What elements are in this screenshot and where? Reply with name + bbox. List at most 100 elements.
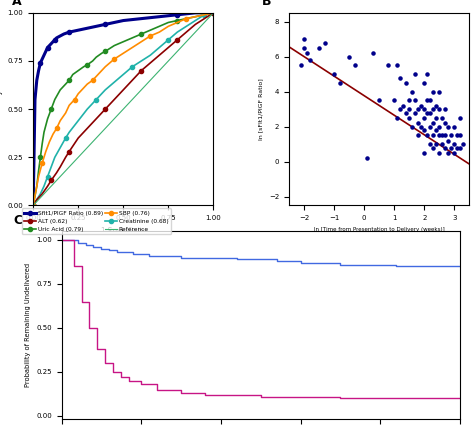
sFlt1/PlGF<85 — [234, 257, 240, 262]
sFlt1/PlGF<85 — [457, 264, 463, 269]
Point — [414, 106, 422, 113]
Point — [423, 97, 431, 104]
Point — [420, 149, 428, 156]
sFlt1/PlGF<85 — [59, 238, 64, 243]
sFlt1/PlGF<85 — [417, 264, 423, 269]
Point — [436, 132, 443, 139]
Point — [427, 97, 434, 104]
Point — [454, 132, 461, 139]
Point — [441, 120, 449, 127]
Point — [418, 123, 425, 130]
sFlt1/PlGF<85 — [258, 257, 264, 262]
Point — [438, 114, 446, 121]
sFlt1/PlGF>85 — [71, 264, 76, 269]
Point — [400, 102, 407, 109]
Point — [402, 109, 410, 116]
sFlt1/PlGF<85 — [162, 253, 168, 259]
Text: C: C — [14, 214, 23, 226]
Point — [409, 123, 416, 130]
sFlt1/PlGF<85 — [122, 250, 128, 255]
Point — [423, 71, 431, 77]
Point — [441, 144, 449, 151]
Point — [420, 114, 428, 121]
Point — [306, 56, 314, 63]
Point — [301, 45, 308, 51]
Y-axis label: ln [sFlt1/PlGF Ratio]: ln [sFlt1/PlGF Ratio] — [258, 78, 264, 140]
Line: sFlt1/PlGF>85: sFlt1/PlGF>85 — [62, 240, 460, 398]
Point — [405, 97, 413, 104]
Point — [427, 141, 434, 148]
sFlt1/PlGF>85 — [59, 238, 64, 243]
Point — [330, 71, 338, 77]
Point — [420, 106, 428, 113]
Y-axis label: Probability of Remaining Undelivered: Probability of Remaining Undelivered — [25, 263, 31, 387]
sFlt1/PlGF>85 — [102, 360, 108, 366]
Point — [459, 141, 467, 148]
Point — [405, 114, 413, 121]
sFlt1/PlGF<85 — [138, 251, 144, 256]
Point — [411, 109, 419, 116]
X-axis label: 1-Specificity: 1-Specificity — [100, 227, 147, 236]
Text: A: A — [11, 0, 21, 8]
Point — [420, 127, 428, 134]
Point — [450, 149, 458, 156]
X-axis label: ln [Time from Presentation to Delivery (weeks)]: ln [Time from Presentation to Delivery (… — [314, 227, 445, 232]
Point — [369, 50, 377, 56]
Point — [429, 106, 437, 113]
Point — [411, 71, 419, 77]
sFlt1/PlGF<85 — [155, 253, 160, 259]
sFlt1/PlGF<85 — [115, 250, 120, 255]
Point — [301, 36, 308, 42]
Point — [438, 132, 446, 139]
Point — [297, 62, 305, 69]
sFlt1/PlGF>85 — [138, 382, 144, 387]
Point — [391, 97, 398, 104]
Point — [427, 123, 434, 130]
Point — [436, 149, 443, 156]
Point — [441, 132, 449, 139]
Point — [420, 80, 428, 86]
sFlt1/PlGF>85 — [118, 374, 124, 380]
Point — [432, 127, 440, 134]
Point — [423, 109, 431, 116]
Point — [429, 144, 437, 151]
Point — [396, 106, 404, 113]
Point — [409, 88, 416, 95]
Point — [456, 144, 464, 151]
Point — [393, 114, 401, 121]
sFlt1/PlGF>85 — [457, 396, 463, 401]
Point — [432, 102, 440, 109]
Point — [445, 123, 452, 130]
Point — [303, 50, 311, 56]
Point — [436, 106, 443, 113]
sFlt1/PlGF>85 — [202, 392, 208, 397]
Point — [436, 123, 443, 130]
sFlt1/PlGF<85 — [393, 264, 399, 269]
Point — [411, 97, 419, 104]
Point — [418, 102, 425, 109]
sFlt1/PlGF<85 — [178, 255, 184, 260]
sFlt1/PlGF<85 — [107, 248, 112, 253]
sFlt1/PlGF>85 — [298, 394, 303, 399]
sFlt1/PlGF>85 — [79, 299, 84, 304]
sFlt1/PlGF>85 — [218, 392, 224, 397]
sFlt1/PlGF>85 — [337, 396, 343, 401]
Point — [315, 45, 323, 51]
Point — [414, 132, 422, 139]
sFlt1/PlGF<85 — [99, 246, 104, 251]
sFlt1/PlGF>85 — [155, 387, 160, 392]
Point — [447, 144, 455, 151]
sFlt1/PlGF<85 — [377, 262, 383, 267]
Point — [429, 120, 437, 127]
Point — [405, 106, 413, 113]
Point — [427, 109, 434, 116]
Point — [429, 88, 437, 95]
Point — [423, 132, 431, 139]
Point — [414, 120, 422, 127]
sFlt1/PlGF<85 — [354, 262, 359, 267]
sFlt1/PlGF>85 — [110, 369, 116, 374]
sFlt1/PlGF<85 — [130, 251, 136, 256]
sFlt1/PlGF<85 — [91, 244, 96, 250]
Point — [429, 132, 437, 139]
Point — [445, 137, 452, 144]
